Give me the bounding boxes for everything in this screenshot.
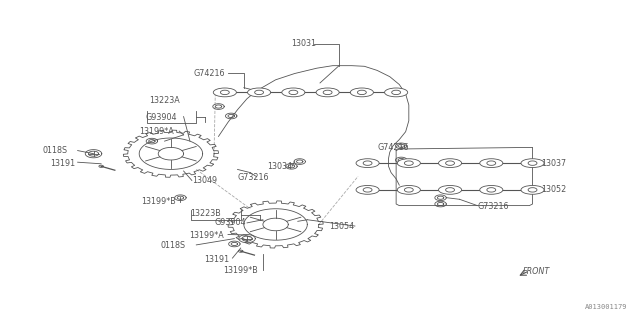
Ellipse shape [363,188,372,192]
Text: 13191: 13191 [205,254,230,264]
Text: 13199*A: 13199*A [139,127,174,136]
Ellipse shape [323,90,332,95]
Text: G93904: G93904 [214,218,246,228]
Ellipse shape [404,161,413,165]
Ellipse shape [438,186,461,194]
Text: 13199*A: 13199*A [189,231,223,240]
Text: 13052: 13052 [541,185,566,194]
Ellipse shape [528,161,537,165]
Text: 13037: 13037 [541,159,566,168]
Text: 13223A: 13223A [148,96,179,105]
Text: G93904: G93904 [145,113,177,122]
Ellipse shape [356,186,379,194]
Text: 13199*B: 13199*B [223,266,259,275]
Text: G74216: G74216 [377,143,408,152]
Text: 0118S: 0118S [43,146,68,155]
Ellipse shape [363,161,372,165]
Ellipse shape [487,161,496,165]
Text: 13191: 13191 [51,159,76,168]
Text: 13031: 13031 [291,39,316,48]
Text: 13223B: 13223B [191,209,221,218]
Text: G74216: G74216 [193,69,225,78]
Ellipse shape [220,90,229,95]
Ellipse shape [445,188,454,192]
Text: FRONT: FRONT [523,267,550,276]
Ellipse shape [404,188,413,192]
Text: G73216: G73216 [237,173,269,182]
Ellipse shape [397,159,420,168]
Ellipse shape [248,88,271,97]
Text: 13034: 13034 [267,162,292,171]
Text: 13049: 13049 [192,176,217,185]
Text: G73216: G73216 [477,202,509,211]
Ellipse shape [521,186,544,194]
Ellipse shape [392,90,401,95]
Ellipse shape [480,186,503,194]
Ellipse shape [397,186,420,194]
Text: 0118S: 0118S [160,241,185,250]
Ellipse shape [316,88,339,97]
Ellipse shape [213,88,236,97]
Ellipse shape [289,90,298,95]
Ellipse shape [438,159,461,168]
Text: 13054: 13054 [330,221,355,230]
Text: 13199*B: 13199*B [141,197,176,206]
Ellipse shape [356,159,379,168]
Ellipse shape [357,90,366,95]
Ellipse shape [521,159,544,168]
Ellipse shape [255,90,264,95]
Ellipse shape [487,188,496,192]
Ellipse shape [385,88,408,97]
Ellipse shape [445,161,454,165]
Text: A013001179: A013001179 [585,304,628,310]
Ellipse shape [350,88,373,97]
Ellipse shape [282,88,305,97]
Ellipse shape [528,188,537,192]
Ellipse shape [480,159,503,168]
